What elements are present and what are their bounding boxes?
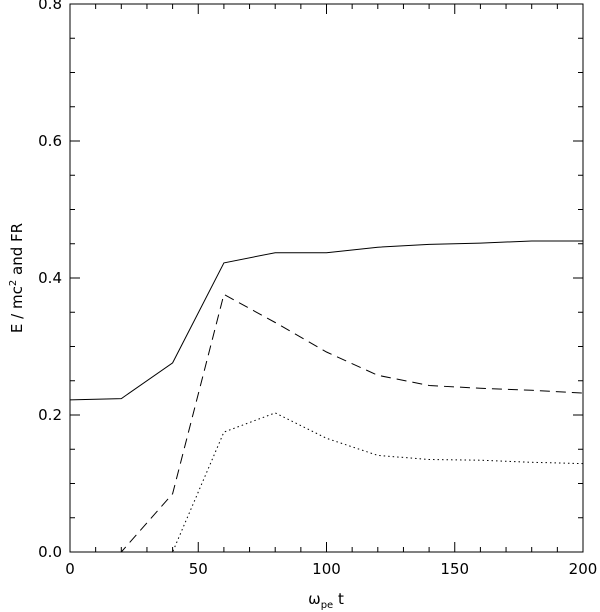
series-line-solid: [69, 240, 583, 401]
x-axis-label-symbol: ω: [308, 590, 321, 608]
x-tick-label: 50: [189, 560, 208, 578]
series-line-dotted: [70, 412, 584, 553]
y-tick-label: 0.4: [38, 269, 62, 287]
y-axis-label-superscript: 2: [8, 280, 19, 286]
y-tick-label: 0.8: [38, 0, 62, 13]
y-tick-label: 0.6: [38, 132, 62, 150]
y-axis-label-prefix: E / mc: [8, 286, 26, 333]
x-axis-label-subscript: pe: [321, 600, 334, 611]
series-layer: [69, 240, 584, 553]
x-axis-ticks: 0 50 100 150 200: [65, 4, 597, 578]
series-line-dashed: [70, 293, 584, 553]
plot-frame: [69, 3, 584, 553]
y-tick-label: 0.2: [38, 406, 62, 424]
y-axis-ticks: 0.0 0.2 0.4 0.6 0.8: [38, 0, 583, 561]
x-tick-label: 150: [440, 560, 469, 578]
x-tick-label: 100: [312, 560, 341, 578]
x-axis-label: ωpe t: [308, 590, 344, 611]
y-axis-label: E / mc2 and FR: [8, 223, 26, 333]
y-tick-label: 0.0: [38, 543, 62, 561]
y-axis-label-suffix: and FR: [8, 223, 26, 280]
x-tick-label: 200: [569, 560, 598, 578]
x-tick-label: 0: [65, 560, 75, 578]
x-axis-label-suffix: t: [333, 590, 344, 608]
